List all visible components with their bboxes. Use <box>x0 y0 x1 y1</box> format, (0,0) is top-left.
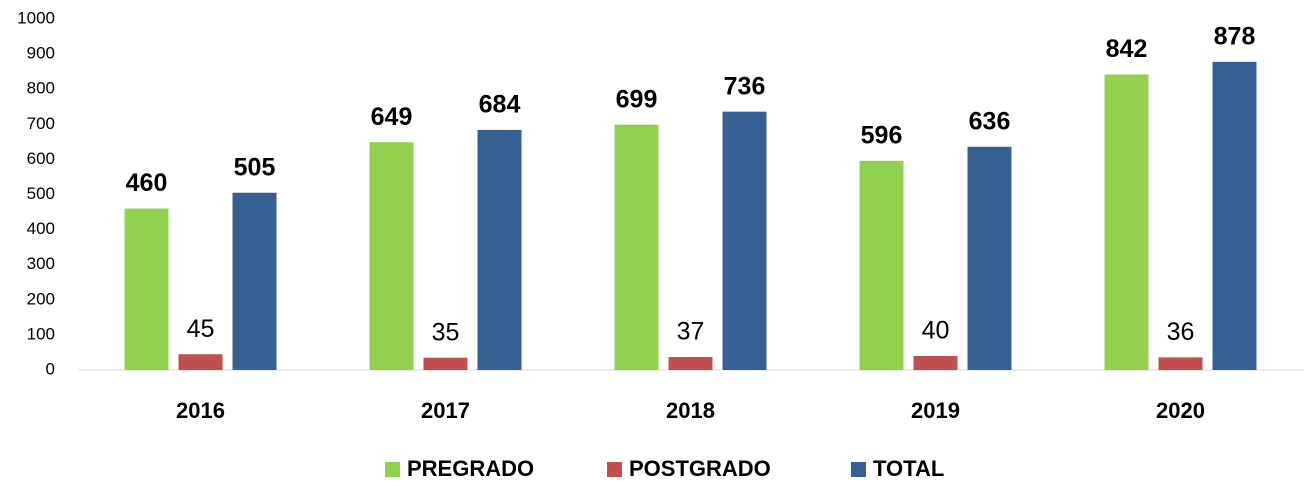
data-label: 684 <box>479 91 521 119</box>
x-tick-label: 2017 <box>421 398 470 423</box>
legend-swatch <box>851 462 866 477</box>
y-tick-label: 400 <box>27 219 55 238</box>
bar <box>1104 74 1149 370</box>
y-tick-label: 800 <box>27 79 55 98</box>
bar <box>178 354 223 370</box>
bar <box>1158 357 1203 370</box>
data-label: 460 <box>126 169 168 197</box>
bar <box>859 160 904 370</box>
y-tick-label: 500 <box>27 184 55 203</box>
data-label: 596 <box>861 121 903 149</box>
bar <box>614 124 659 370</box>
data-label: 35 <box>432 318 460 346</box>
legend-label: PREGRADO <box>407 456 534 481</box>
bar <box>423 357 468 370</box>
y-tick-label: 1000 <box>17 8 55 27</box>
bar <box>232 192 277 370</box>
y-tick-label: 700 <box>27 114 55 133</box>
data-label: 37 <box>677 318 705 346</box>
x-tick-label: 2016 <box>176 398 225 423</box>
data-label: 36 <box>1167 318 1195 346</box>
x-tick-label: 2019 <box>911 398 960 423</box>
bar <box>967 146 1012 370</box>
bar <box>722 111 767 370</box>
legend-label: TOTAL <box>873 456 944 481</box>
x-tick-label: 2018 <box>666 398 715 423</box>
y-tick-label: 600 <box>27 149 55 168</box>
data-label: 505 <box>234 153 276 181</box>
data-label: 636 <box>969 107 1011 135</box>
y-tick-label: 200 <box>27 289 55 308</box>
data-label: 842 <box>1106 35 1148 63</box>
data-label: 40 <box>922 317 950 345</box>
bar <box>477 129 522 370</box>
bar <box>1212 61 1257 371</box>
y-tick-label: 300 <box>27 254 55 273</box>
legend-swatch <box>385 462 400 477</box>
data-label: 736 <box>724 72 766 100</box>
x-tick-label: 2020 <box>1156 398 1205 423</box>
data-label: 878 <box>1214 22 1256 50</box>
bar <box>124 208 169 370</box>
data-label: 699 <box>616 85 658 113</box>
data-label: 649 <box>371 103 413 131</box>
y-tick-label: 0 <box>46 359 55 378</box>
bar <box>369 142 414 370</box>
data-label: 45 <box>187 315 215 343</box>
y-tick-label: 100 <box>27 324 55 343</box>
legend-swatch <box>607 462 622 477</box>
bar <box>668 357 713 370</box>
y-tick-label: 900 <box>27 44 55 63</box>
legend-label: POSTGRADO <box>629 456 771 481</box>
bar <box>913 355 958 370</box>
